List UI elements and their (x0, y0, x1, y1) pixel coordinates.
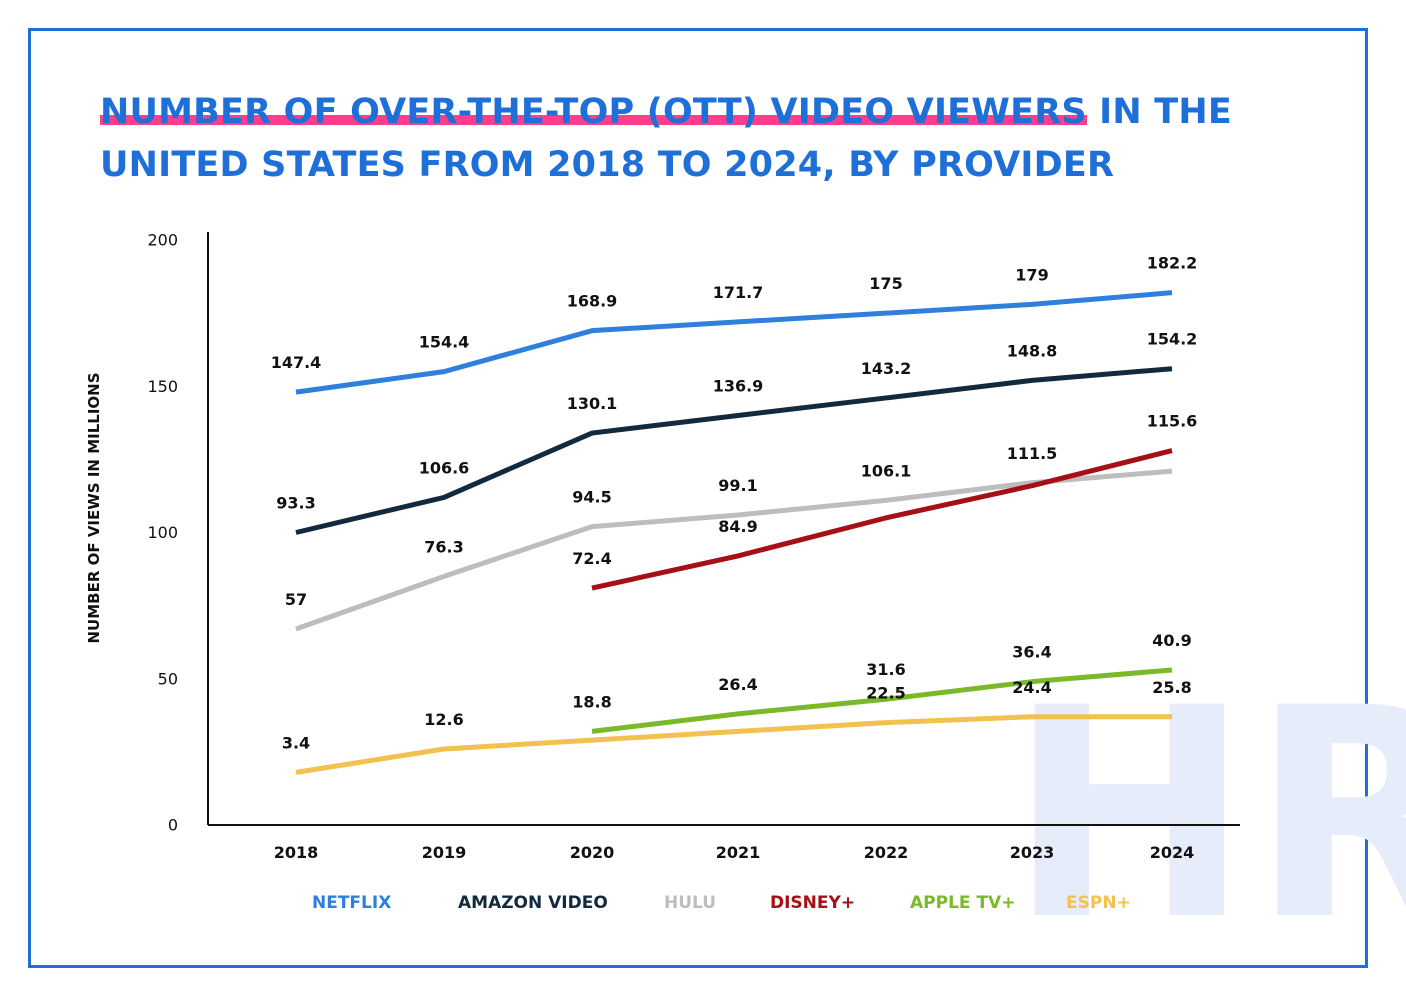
data-label-netflix: 182.2 (1147, 254, 1198, 273)
legend-item-amazon-video: AMAZON VIDEO (458, 893, 608, 913)
data-label-disney: 84.9 (718, 517, 757, 536)
legend-item-hulu: HULU (664, 893, 717, 913)
y-tick-label: 0 (168, 816, 178, 835)
data-label-apple-tv: 26.4 (718, 675, 757, 694)
data-label-amazon-video: 148.8 (1007, 341, 1058, 360)
data-label-espn: 24.4 (1012, 678, 1051, 697)
chart-frame (28, 28, 1368, 968)
data-label-amazon-video: 93.3 (276, 494, 315, 513)
data-label-hulu: 94.5 (572, 488, 611, 507)
legend-item-disney: DISNEY+ (770, 893, 856, 913)
legend-item-apple-tv: APPLE TV+ (910, 893, 1016, 913)
data-label-disney: 72.4 (572, 549, 611, 568)
data-label-netflix: 171.7 (713, 283, 764, 302)
data-label-netflix: 168.9 (567, 292, 618, 311)
data-labels: 147.4 154.4 168.9 171.7 175 179 182.2 93.3 106.6… (271, 254, 1198, 753)
x-tick-label: 2023 (1010, 843, 1055, 862)
axes: 0 50 100 150 200 2018 2019 2020 2021 2022 2023 2024 (147, 231, 1240, 862)
data-label-espn: 22.5 (866, 684, 905, 703)
data-label-amazon-video: 136.9 (713, 377, 764, 396)
series-line-amazon-video (295, 366, 1173, 535)
x-tick-label: 2021 (716, 843, 761, 862)
data-label-espn: 25.8 (1152, 678, 1191, 697)
y-axis-label: NUMBER OF VIEWS IN MILLIONS (85, 372, 103, 644)
series-line-espn (295, 714, 1172, 775)
data-label-apple-tv: 36.4 (1012, 643, 1051, 662)
series-line-netflix (295, 290, 1173, 395)
data-label-espn: 12.6 (424, 710, 463, 729)
data-label-netflix: 154.4 (419, 333, 470, 352)
legend-item-netflix: NETFLIX (312, 893, 392, 913)
x-tick-label: 2024 (1150, 843, 1195, 862)
data-label-hulu: 57 (285, 590, 307, 609)
data-label-hulu: 99.1 (718, 476, 757, 495)
y-tick-label: 200 (147, 231, 178, 250)
watermark-logo: HR (1008, 647, 1406, 984)
y-tick-label: 100 (147, 523, 178, 542)
data-label-hulu: 76.3 (424, 537, 463, 556)
data-label-netflix: 179 (1015, 265, 1048, 284)
x-tick-label: 2019 (422, 843, 467, 862)
title-rest: IN THE UNITED STATES FROM 2018 TO 2024, … (100, 92, 1232, 185)
data-label-apple-tv: 40.9 (1152, 631, 1191, 650)
series-line-hulu (295, 468, 1173, 632)
chart-title: NUMBER OF OVER-THE-TOP (OTT) VIDEO VIEWE… (100, 86, 1300, 192)
x-tick-label: 2018 (274, 843, 319, 862)
data-label-apple-tv: 18.8 (572, 692, 611, 711)
y-tick-label: 50 (158, 669, 178, 688)
x-tick-label: 2020 (570, 843, 615, 862)
series-layer (295, 290, 1173, 775)
y-tick-label: 150 (147, 377, 178, 396)
series-line-apple-tv (591, 667, 1173, 734)
data-label-netflix: 147.4 (271, 353, 322, 372)
data-label-disney: 115.6 (1147, 412, 1198, 431)
data-label-amazon-video: 130.1 (567, 394, 618, 413)
data-label-amazon-video: 106.6 (419, 458, 470, 477)
data-label-apple-tv: 31.6 (866, 660, 905, 679)
data-label-amazon-video: 154.2 (1147, 330, 1198, 349)
data-label-hulu: 111.5 (1007, 444, 1058, 463)
title-highlight: NUMBER OF OVER-THE-TOP (OTT) VIDEO VIEWE… (100, 92, 1087, 132)
series-line-disney (591, 448, 1173, 591)
legend-item-espn: ESPN+ (1066, 893, 1131, 913)
data-label-hulu: 106.1 (861, 461, 912, 480)
data-label-amazon-video: 143.2 (861, 359, 912, 378)
data-label-netflix: 175 (869, 274, 902, 293)
data-label-espn: 3.4 (282, 733, 310, 752)
x-tick-label: 2022 (864, 843, 909, 862)
